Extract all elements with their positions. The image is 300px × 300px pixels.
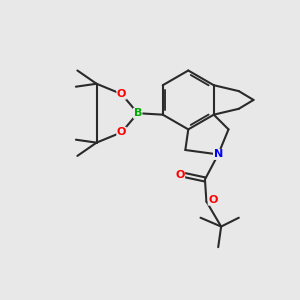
Text: O: O (175, 170, 184, 180)
Text: N: N (214, 149, 223, 159)
Text: O: O (117, 89, 126, 99)
Text: B: B (134, 108, 142, 118)
Text: O: O (117, 127, 126, 137)
Text: O: O (208, 195, 218, 205)
